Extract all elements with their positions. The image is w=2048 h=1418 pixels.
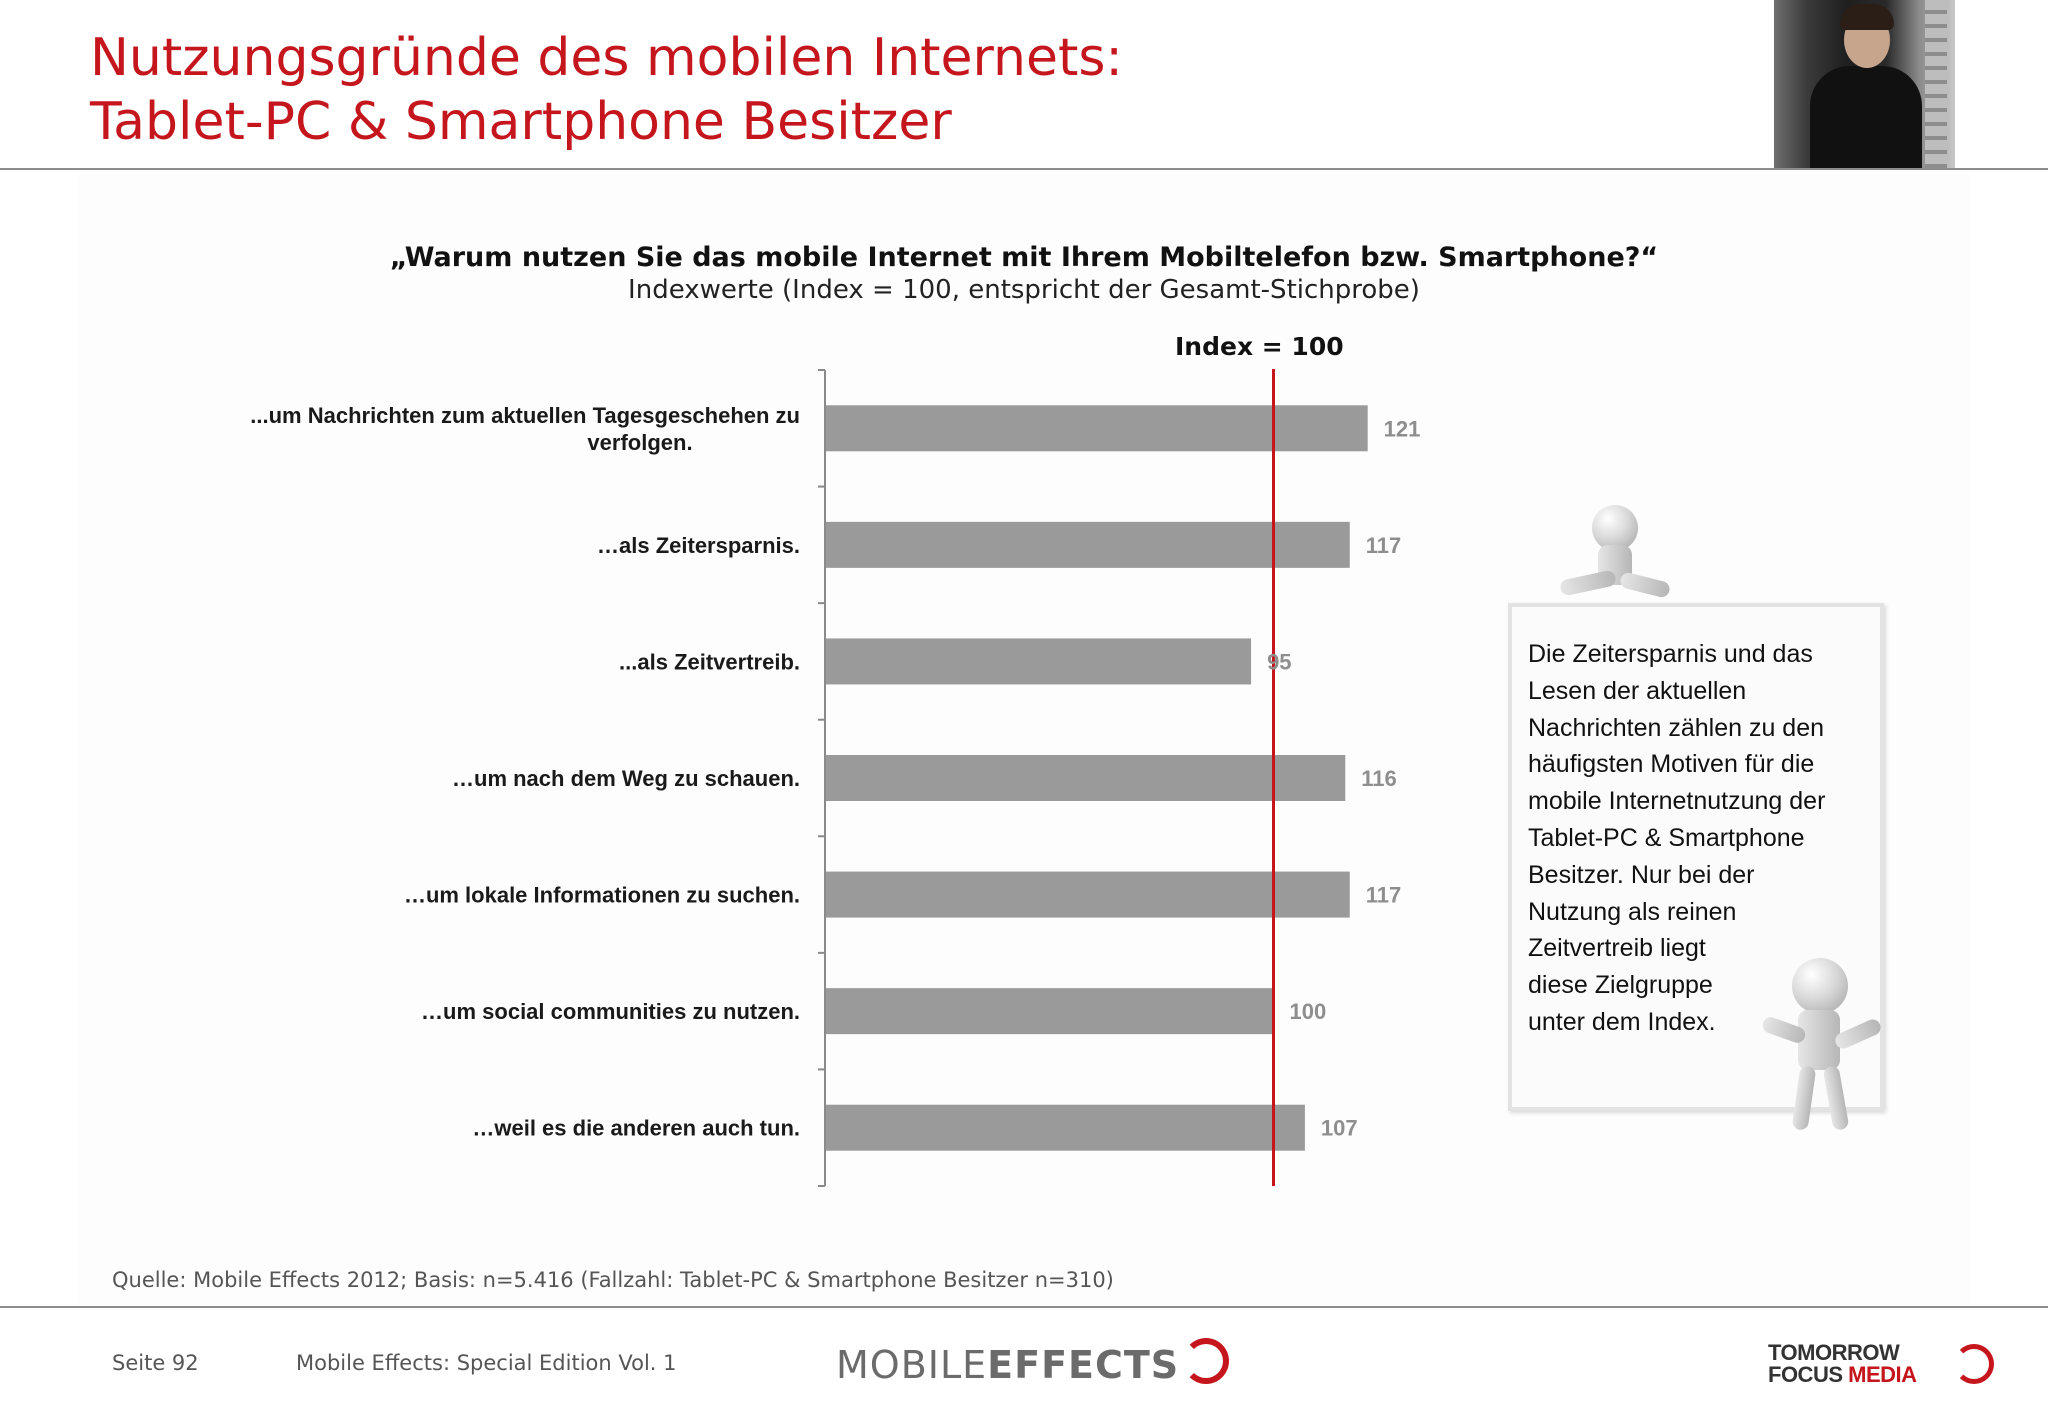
- note-line: mobile Internetnutzung der: [1528, 787, 1826, 816]
- logo-ring-icon: [1183, 1338, 1230, 1384]
- category-label: …um lokale Informationen zu suchen.: [404, 883, 800, 908]
- category-label-line: ...um Nachrichten zum aktuellen Tagesges…: [250, 403, 800, 428]
- publication-name: Mobile Effects: Special Edition Vol. 1: [296, 1351, 677, 1375]
- page-number: Seite 92: [112, 1351, 199, 1375]
- mobile-effects-logo: MOBILEEFFECTS: [836, 1338, 1230, 1387]
- logo-text-media: MEDIA: [1848, 1362, 1917, 1387]
- chart-title: „Warum nutzen Sie das mobile Internet mi…: [389, 242, 1659, 273]
- value-label: 117: [1366, 533, 1402, 558]
- photo-person-hair: [1840, 4, 1894, 30]
- value-label: 117: [1366, 883, 1402, 908]
- photo-person-body: [1810, 66, 1922, 170]
- bar: [825, 638, 1252, 685]
- bar: [825, 871, 1350, 918]
- value-label: 95: [1267, 649, 1291, 674]
- logo-text-effects: EFFECTS: [987, 1343, 1180, 1387]
- category-label: ...um Nachrichten zum aktuellen Tagesges…: [250, 403, 800, 455]
- note-line: Besitzer. Nur bei der: [1528, 860, 1755, 889]
- value-label: 100: [1290, 999, 1327, 1024]
- note-line: diese Zielgruppe: [1528, 971, 1713, 1000]
- note-line: Tablet-PC & Smartphone: [1528, 823, 1805, 852]
- bar: [825, 755, 1346, 801]
- category-label: …als Zeitersparnis.: [597, 533, 800, 558]
- bar: [825, 988, 1274, 1035]
- bar: [825, 521, 1350, 568]
- category-label-line: verfolgen.: [587, 430, 692, 455]
- note-line: Nachrichten zählen zu den: [1528, 713, 1825, 742]
- note-line: Die Zeitersparnis und das: [1528, 640, 1813, 668]
- chart-subtitle: Indexwerte (Index = 100, entspricht der …: [628, 275, 1420, 305]
- value-label: 107: [1321, 1116, 1358, 1141]
- category-label: …um nach dem Weg zu schauen.: [452, 766, 800, 791]
- note-line: häufigsten Motiven für die: [1528, 750, 1815, 779]
- reference-line-label: Index = 100: [1175, 332, 1344, 361]
- category-label: …weil es die anderen auch tun.: [472, 1116, 800, 1141]
- logo-ring-icon: [1954, 1344, 1994, 1384]
- source-note: Quelle: Mobile Effects 2012; Basis: n=5.…: [112, 1268, 1114, 1292]
- figure-top-icon: [1558, 505, 1672, 615]
- logo-text-mobile: MOBILE: [836, 1343, 988, 1387]
- page-title-line-1: Nutzungsgründe des mobilen Internets:: [90, 28, 1123, 88]
- bar: [825, 405, 1368, 452]
- footer-divider: [0, 1306, 2048, 1308]
- note-line: Nutzung als reinen: [1528, 897, 1737, 926]
- tomorrow-focus-media-logo: TOMORROW FOCUS MEDIA: [1768, 1340, 1994, 1387]
- note-line: Lesen der aktuellen: [1528, 676, 1747, 705]
- value-label: 116: [1361, 766, 1397, 791]
- note-text: Die Zeitersparnis und das Lesen der aktu…: [1528, 636, 1858, 1041]
- note-line: Zeitvertreib liegt: [1528, 934, 1706, 963]
- logo-text-tomorrow: TOMORROW: [1768, 1340, 1900, 1365]
- value-label: 121: [1384, 416, 1421, 441]
- header-divider: [0, 168, 2048, 170]
- bar: [825, 1104, 1305, 1151]
- category-label: …um social communities zu nutzen.: [421, 999, 800, 1024]
- page-title: Nutzungsgründe des mobilen Internets: Ta…: [90, 26, 1123, 154]
- photo-background-shelf: [1925, 0, 1947, 170]
- header-photo: [1774, 0, 1955, 170]
- page-title-line-2: Tablet-PC & Smartphone Besitzer: [90, 92, 952, 152]
- logo-text-focus: FOCUS: [1768, 1362, 1849, 1387]
- note-line: unter dem Index.: [1528, 1007, 1716, 1036]
- figure-bottom-icon: [1760, 958, 1892, 1138]
- category-label: ...als Zeitvertreib.: [619, 649, 800, 674]
